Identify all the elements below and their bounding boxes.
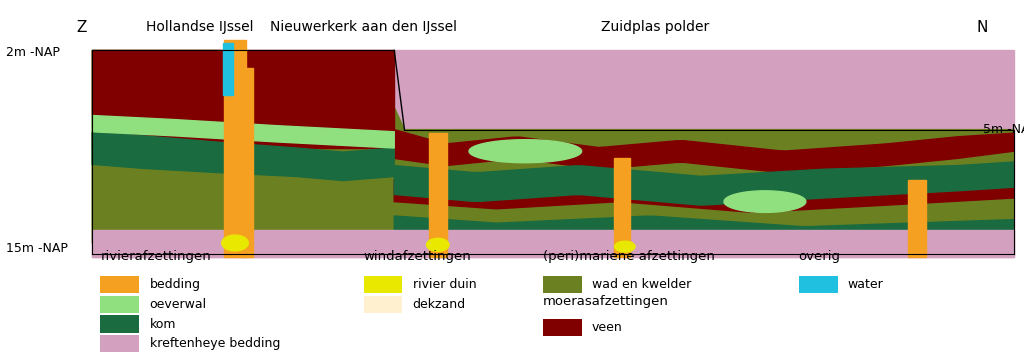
Bar [543,319,582,336]
Polygon shape [428,133,446,257]
Polygon shape [241,68,253,257]
Text: Zuidplas polder: Zuidplas polder [601,20,710,34]
Text: bedding: bedding [150,278,201,291]
Polygon shape [222,235,249,251]
Bar [100,315,139,333]
Bar [100,335,139,352]
Text: Z: Z [77,19,87,35]
Text: N: N [977,19,988,35]
Polygon shape [223,40,247,257]
Polygon shape [614,241,635,252]
Text: 15m -NAP: 15m -NAP [6,242,68,255]
Bar [543,276,582,293]
Polygon shape [92,50,394,148]
Text: windafzettingen: windafzettingen [364,250,471,263]
Text: (peri)mariene afzettingen: (peri)mariene afzettingen [543,250,715,263]
Polygon shape [92,132,394,181]
Bar [100,296,139,313]
Text: oeverwal: oeverwal [150,298,207,311]
Polygon shape [724,191,806,212]
Bar [364,296,402,313]
Polygon shape [92,116,394,148]
Text: Hollandse IJssel: Hollandse IJssel [146,20,253,34]
Polygon shape [907,180,926,257]
Text: 2m -NAP: 2m -NAP [6,46,60,59]
Text: dekzand: dekzand [413,298,466,311]
Bar [364,276,402,293]
Text: wad en kwelder: wad en kwelder [592,278,691,291]
Polygon shape [222,43,232,95]
Polygon shape [394,216,1014,248]
Text: rivier duin: rivier duin [413,278,476,291]
Bar [799,276,838,293]
Text: water: water [848,278,884,291]
Text: Nieuwerkerk aan den IJssel: Nieuwerkerk aan den IJssel [270,20,457,34]
Polygon shape [92,230,1014,257]
Polygon shape [92,50,1014,243]
Text: 5m -NAP: 5m -NAP [983,123,1024,136]
Text: veen: veen [592,321,623,334]
Text: kreftenheye bedding: kreftenheye bedding [150,337,280,350]
Polygon shape [394,162,1014,205]
Text: kom: kom [150,318,176,330]
Text: rivierafzettingen: rivierafzettingen [100,250,211,263]
Polygon shape [394,176,1014,212]
Text: overig: overig [799,250,841,263]
Polygon shape [394,130,1014,172]
Polygon shape [613,158,630,257]
Text: moerasafzettingen: moerasafzettingen [543,295,669,308]
Polygon shape [427,238,449,251]
Polygon shape [92,50,1014,257]
Bar [100,276,139,293]
Polygon shape [469,140,582,163]
